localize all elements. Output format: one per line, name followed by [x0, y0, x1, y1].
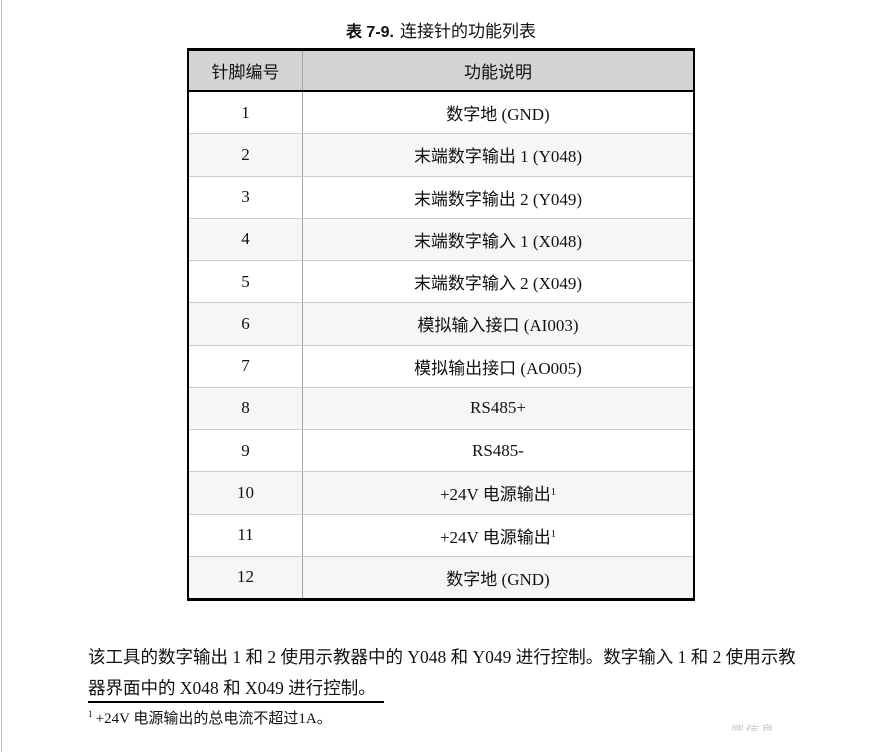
pin-cell: 9 [189, 430, 303, 472]
page-edge-line [1, 0, 2, 752]
footnote-marker: 1 [88, 710, 93, 720]
pin-cell: 8 [189, 387, 303, 429]
pin-cell: 4 [189, 218, 303, 260]
table-caption: 表 7-9. 连接针的功能列表 [187, 17, 695, 42]
pin-cell: 3 [189, 176, 303, 218]
function-cell: 末端数字输入 1 (X048) [413, 231, 583, 251]
function-cell: +24V 电源输出 1 [439, 485, 557, 505]
paragraph-line: 器界面中的 X048 和 X049 进行控制。 [88, 678, 376, 698]
table-row: 7 模拟输出接口 (AO005) [189, 344, 693, 387]
function-cell: +24V 电源输出 1 [439, 527, 557, 547]
header-function: 功能说明 [464, 63, 532, 82]
pin-cell: 10 [189, 472, 303, 514]
pin-function-table: 针脚编号 功能说明 1 数字地 (GND) 2 末端数字输出 1 (Y048) … [187, 48, 695, 601]
table-caption-number: 表 7-9. [345, 24, 395, 41]
table-row: 12 数字地 (GND) [189, 555, 693, 598]
function-cell: RS485+ [470, 398, 526, 418]
footnote: 1 +24V 电源输出的总电流不超过1A。 [88, 708, 332, 730]
footnote-separator [88, 701, 384, 703]
faint-watermark-fragment: 端信息 [731, 720, 793, 731]
table-row: 2 末端数字输出 1 (Y048) [189, 133, 693, 176]
function-cell: 末端数字输入 2 (X049) [413, 274, 583, 294]
table-row: 11 +24V 电源输出 1 [189, 513, 693, 556]
function-cell: 末端数字输出 2 (Y049) [413, 189, 583, 209]
pin-cell: 2 [189, 134, 303, 176]
pin-cell: 6 [189, 303, 303, 345]
paragraph-line: 该工具的数字输出 1 和 2 使用示教器中的 Y048 和 Y049 进行控制。… [88, 647, 796, 667]
function-cell: 模拟输入接口 (AI003) [417, 316, 579, 336]
table-row: 8 RS485+ [189, 386, 693, 429]
table-row: 3 末端数字输出 2 (Y049) [189, 175, 693, 218]
table-row: 6 模拟输入接口 (AI003) [189, 302, 693, 345]
pin-cell: 11 [189, 514, 303, 556]
table-caption-text: 连接针的功能列表 [400, 22, 537, 41]
header-pin-number: 针脚编号 [189, 51, 303, 90]
table-row: 10 +24V 电源输出 1 [189, 471, 693, 514]
footnote-text: +24V 电源输出的总电流不超过1A。 [95, 711, 332, 727]
pin-cell: 12 [189, 556, 303, 598]
table-row: 1 数字地 (GND) [189, 92, 693, 134]
body-paragraph: 该工具的数字输出 1 和 2 使用示教器中的 Y048 和 Y049 进行控制。… [88, 642, 828, 704]
pin-cell: 1 [189, 92, 303, 134]
function-cell: 数字地 (GND) [446, 105, 550, 125]
function-cell: 末端数字输出 1 (Y048) [413, 147, 583, 167]
table-header-row: 针脚编号 功能说明 [189, 51, 693, 92]
pin-cell: 5 [189, 261, 303, 303]
function-cell: 模拟输出接口 (AO005) [414, 358, 582, 378]
table-row: 5 末端数字输入 2 (X049) [189, 260, 693, 303]
table-row: 9 RS485- [189, 429, 693, 472]
pin-cell: 7 [189, 345, 303, 387]
function-cell: 数字地 (GND) [446, 569, 550, 589]
function-cell: RS485- [472, 440, 524, 460]
table-row: 4 末端数字输入 1 (X048) [189, 217, 693, 260]
table-body: 1 数字地 (GND) 2 末端数字输出 1 (Y048) 3 末端数字输出 2… [189, 92, 693, 598]
